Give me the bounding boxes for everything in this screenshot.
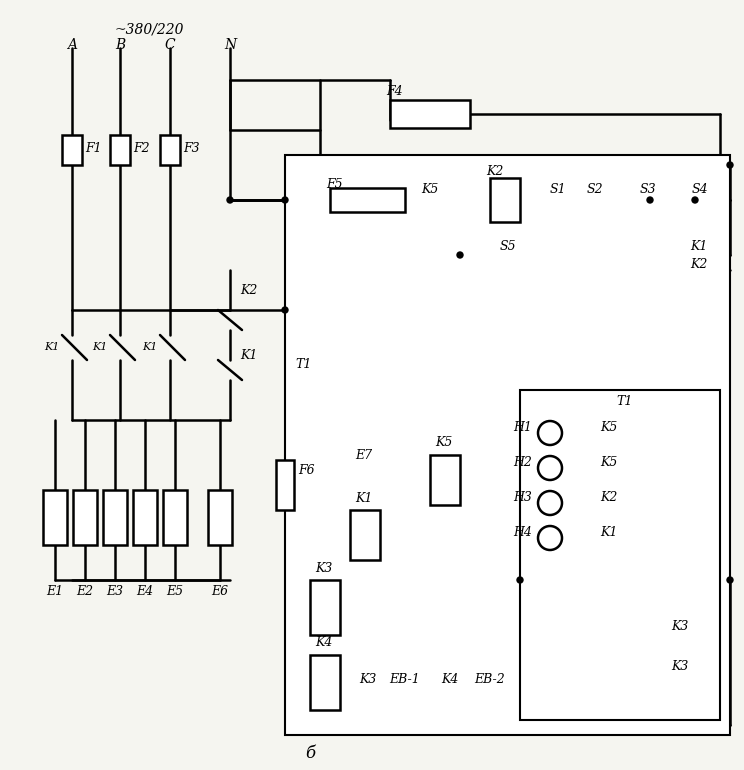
Text: H1: H1 (513, 420, 532, 434)
Text: T1: T1 (295, 358, 312, 371)
Text: S1: S1 (550, 183, 566, 196)
Text: E4: E4 (136, 585, 153, 598)
Text: K5: K5 (600, 420, 618, 434)
Text: E3: E3 (106, 585, 124, 598)
Text: EB-1: EB-1 (390, 673, 420, 686)
Text: H3: H3 (513, 490, 532, 504)
Text: S4: S4 (692, 183, 708, 196)
Text: F6: F6 (298, 464, 315, 477)
Bar (208, 490, 232, 545)
Text: S5: S5 (500, 240, 516, 253)
Bar (103, 490, 127, 545)
Text: E6: E6 (211, 585, 228, 598)
Text: K1: K1 (600, 525, 618, 538)
Circle shape (282, 307, 288, 313)
Text: K3: K3 (671, 620, 689, 633)
Text: F5: F5 (327, 178, 343, 191)
Text: K1: K1 (355, 491, 373, 504)
Text: F2: F2 (133, 142, 150, 155)
Text: F4: F4 (387, 85, 403, 98)
Circle shape (457, 252, 463, 258)
Text: K1: K1 (690, 240, 708, 253)
Text: H2: H2 (513, 456, 532, 468)
Text: E1: E1 (46, 585, 63, 598)
Circle shape (692, 197, 698, 203)
Bar (160, 135, 180, 165)
Text: E5: E5 (167, 585, 184, 598)
Bar (43, 490, 67, 545)
Text: E7: E7 (355, 448, 372, 461)
Text: C: C (164, 38, 176, 52)
Bar (163, 490, 187, 545)
Text: K1: K1 (142, 342, 158, 352)
Bar (310, 580, 340, 635)
Text: K3: K3 (315, 561, 333, 574)
Text: K1: K1 (44, 342, 60, 352)
Bar (520, 390, 720, 720)
Text: EB-2: EB-2 (475, 673, 505, 686)
Text: K5: K5 (600, 456, 618, 468)
Text: K5: K5 (421, 183, 439, 196)
Text: S2: S2 (587, 183, 603, 196)
Bar (430, 455, 460, 505)
Text: K4: K4 (315, 637, 333, 650)
Bar (110, 135, 130, 165)
Text: K2: K2 (487, 165, 504, 178)
Bar (133, 490, 157, 545)
Bar (276, 460, 294, 510)
Circle shape (517, 577, 523, 583)
Text: F3: F3 (183, 142, 199, 155)
Text: б: б (305, 745, 315, 762)
Text: K1: K1 (240, 349, 257, 361)
Text: E2: E2 (77, 585, 94, 598)
Bar (490, 178, 520, 222)
Text: K2: K2 (240, 283, 257, 296)
Text: F1: F1 (85, 142, 102, 155)
Text: H4: H4 (513, 525, 532, 538)
Circle shape (227, 197, 233, 203)
Text: N: N (224, 38, 236, 52)
Bar (73, 490, 97, 545)
Text: B: B (115, 38, 125, 52)
Bar (330, 188, 405, 212)
Text: K2: K2 (690, 258, 708, 271)
Bar (62, 135, 82, 165)
Bar (390, 100, 470, 128)
Circle shape (647, 197, 653, 203)
Bar (285, 155, 730, 735)
Circle shape (727, 577, 733, 583)
Text: K3: K3 (359, 673, 376, 686)
Text: K2: K2 (600, 490, 618, 504)
Circle shape (282, 197, 288, 203)
Text: S3: S3 (640, 183, 656, 196)
Text: T1: T1 (617, 395, 633, 408)
Bar (310, 655, 340, 710)
Text: K5: K5 (435, 436, 452, 448)
Text: A: A (67, 38, 77, 52)
Bar (350, 510, 380, 560)
Text: K4: K4 (441, 673, 459, 686)
Circle shape (727, 162, 733, 168)
Text: ~380/220: ~380/220 (115, 22, 185, 36)
Text: K1: K1 (92, 342, 107, 352)
Text: K3: K3 (671, 660, 689, 673)
